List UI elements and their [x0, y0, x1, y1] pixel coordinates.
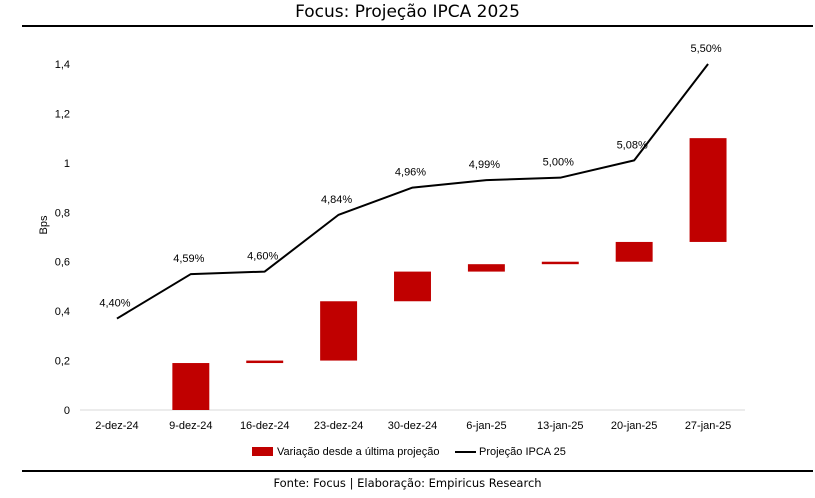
y-tick-label: 0	[64, 405, 70, 417]
y-ticks: 0 0,2 0,4 0,6 0,8 1 1,2 1,4	[55, 59, 70, 417]
legend-label-bars: Variação desde a última projeção	[277, 446, 439, 458]
legend-label-line: Projeção IPCA 25	[479, 446, 566, 458]
bar	[541, 261, 579, 265]
x-tick-label: 6-jan-25	[466, 420, 506, 432]
x-tick-label: 27-jan-25	[685, 420, 731, 432]
data-label: 4,96%	[395, 167, 426, 179]
x-tick-label: 20-jan-25	[611, 420, 657, 432]
x-ticks: 2-dez-24 9-dez-24 16-dez-24 23-dez-24 30-dez…	[95, 420, 731, 432]
data-label: 4,99%	[469, 159, 500, 171]
footer-divider	[22, 470, 813, 472]
y-tick-label: 0,6	[55, 257, 70, 269]
legend-swatch-bars	[252, 447, 273, 456]
bar	[246, 360, 284, 364]
data-label: 4,40%	[99, 298, 130, 310]
y-tick-label: 1	[64, 158, 70, 170]
ipca-chart: Bps 0 0,2 0,4 0,6 0,8 1 1,2 1,4 4,40% 4,59% 4,60%…	[38, 43, 745, 458]
bar	[172, 363, 210, 410]
y-tick-label: 1,4	[55, 59, 70, 71]
x-tick-label: 9-dez-24	[169, 420, 212, 432]
data-label: 4,60%	[247, 251, 278, 263]
x-tick-label: 16-dez-24	[240, 420, 290, 432]
bar	[615, 241, 653, 262]
data-label: 5,50%	[690, 43, 721, 55]
data-label: 5,00%	[543, 157, 574, 169]
x-tick-label: 2-dez-24	[95, 420, 138, 432]
bar	[467, 264, 505, 272]
x-tick-label: 30-dez-24	[388, 420, 438, 432]
y-tick-label: 1,2	[55, 108, 70, 120]
y-tick-label: 0,4	[55, 306, 70, 318]
y-tick-label: 0,2	[55, 356, 70, 368]
series-line	[116, 63, 709, 320]
x-tick-label: 13-jan-25	[537, 420, 583, 432]
data-label: 4,59%	[173, 253, 204, 265]
chart-title: Focus: Projeção IPCA 2025	[295, 2, 520, 22]
y-axis-label: Bps	[38, 215, 50, 234]
bar	[320, 301, 358, 361]
line-group: 4,40% 4,59% 4,60% 4,84% 4,96% 4,99% 5,00% 5,08%…	[99, 43, 722, 320]
legend: Variação desde a última projeção Projeçã…	[252, 446, 566, 458]
y-tick-label: 0,8	[55, 207, 70, 219]
x-tick-label: 23-dez-24	[314, 420, 364, 432]
data-label: 4,84%	[321, 194, 352, 206]
title-divider	[22, 25, 813, 27]
bar	[689, 138, 727, 242]
source-note: Fonte: Focus | Elaboração: Empiricus Res…	[273, 476, 542, 490]
bars-group	[172, 138, 727, 410]
data-label: 5,08%	[617, 139, 648, 151]
bar	[394, 271, 431, 302]
